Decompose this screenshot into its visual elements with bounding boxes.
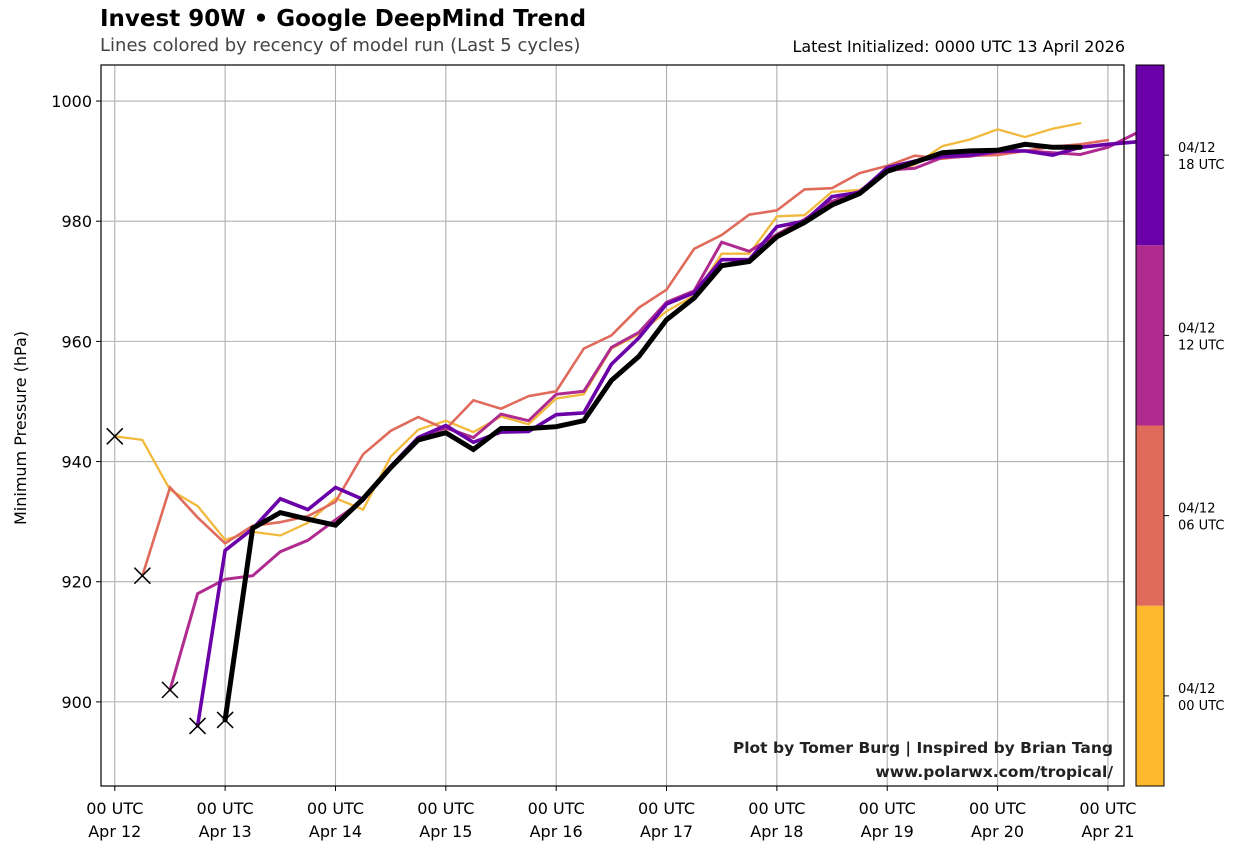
x-tick-label-date: Apr 19	[861, 822, 914, 841]
x-tick-label-date: Apr 13	[199, 822, 252, 841]
genesis-marker-x	[161, 681, 179, 699]
x-tick-label-time: 00 UTC	[1079, 799, 1136, 818]
colorbar-segment	[1136, 425, 1164, 606]
x-tick-label-date: Apr 20	[971, 822, 1024, 841]
colorbar-segment	[1136, 605, 1164, 786]
series-line	[195, 140, 1138, 728]
credit-line-1: Plot by Tomer Burg | Inspired by Brian T…	[733, 739, 1113, 758]
colorbar-label-date: 04/12	[1178, 682, 1215, 697]
x-tick-label-date: Apr 18	[750, 822, 803, 841]
y-tick-label: 940	[61, 453, 92, 472]
series-line	[168, 132, 1137, 692]
colorbar-label-time: 06 UTC	[1178, 519, 1224, 534]
colorbar-label-date: 04/12	[1178, 321, 1215, 336]
genesis-marker-x	[133, 567, 151, 585]
y-tick-label: 1000	[51, 92, 92, 111]
x-tick-label-date: Apr 14	[309, 822, 362, 841]
x-tick-label-time: 00 UTC	[748, 799, 805, 818]
colorbar-label-time: 00 UTC	[1178, 699, 1224, 714]
grid-lines	[101, 65, 1124, 786]
colorbar-segment	[1136, 65, 1164, 246]
x-tick-label-time: 00 UTC	[197, 799, 254, 818]
chart-title: Invest 90W • Google DeepMind Trend	[100, 6, 587, 32]
x-tick-label-date: Apr 21	[1081, 822, 1134, 841]
x-axis-ticks: 00 UTC Apr 12 00 UTC Apr 13 00 UTC Apr 14 00 U…	[86, 786, 1136, 841]
genesis-marker-x	[106, 427, 124, 445]
x-tick-label-time: 00 UTC	[417, 799, 474, 818]
series-lines	[113, 122, 1138, 728]
colorbar-segment	[1136, 245, 1164, 426]
x-tick-label-time: 00 UTC	[86, 799, 143, 818]
y-axis-label: Minimum Pressure (hPa)	[11, 331, 30, 525]
x-tick-label-time: 00 UTC	[307, 799, 364, 818]
colorbar-label-date: 04/12	[1178, 141, 1215, 156]
x-tick-label-date: Apr 12	[88, 822, 141, 841]
colorbar-label-time: 12 UTC	[1178, 338, 1224, 353]
y-tick-label: 900	[61, 693, 92, 712]
latest-initialized-label: Latest Initialized: 0000 UTC 13 April 20…	[792, 37, 1125, 56]
genesis-markers	[106, 427, 234, 735]
plot-frame	[100, 64, 1125, 787]
x-tick-label-time: 00 UTC	[638, 799, 695, 818]
series-line	[141, 138, 1110, 578]
y-tick-label: 960	[61, 332, 92, 351]
series-line	[222, 141, 1083, 723]
x-tick-label-time: 00 UTC	[528, 799, 585, 818]
y-axis-ticks: 900 920 940 960 980 1000	[51, 92, 101, 712]
colorbar-label-time: 18 UTC	[1178, 158, 1224, 173]
x-tick-label-time: 00 UTC	[859, 799, 916, 818]
series-line	[113, 122, 1082, 542]
colorbar-frame	[1135, 64, 1165, 787]
x-tick-label-date: Apr 17	[640, 822, 693, 841]
chart-subtitle: Lines colored by recency of model run (L…	[100, 35, 581, 56]
credit-line-2: www.polarwx.com/tropical/	[875, 763, 1113, 781]
colorbar: 04/12 00 UTC 04/12 06 UTC 04/12 12 UTC 04/12 18…	[1135, 64, 1224, 787]
x-tick-label-time: 00 UTC	[969, 799, 1026, 818]
genesis-marker-x	[189, 717, 207, 735]
y-tick-label: 920	[61, 573, 92, 592]
x-tick-label-date: Apr 15	[419, 822, 472, 841]
colorbar-label-date: 04/12	[1178, 502, 1215, 517]
genesis-marker-x	[216, 711, 234, 729]
x-tick-label-date: Apr 16	[530, 822, 583, 841]
y-tick-label: 980	[61, 212, 92, 231]
